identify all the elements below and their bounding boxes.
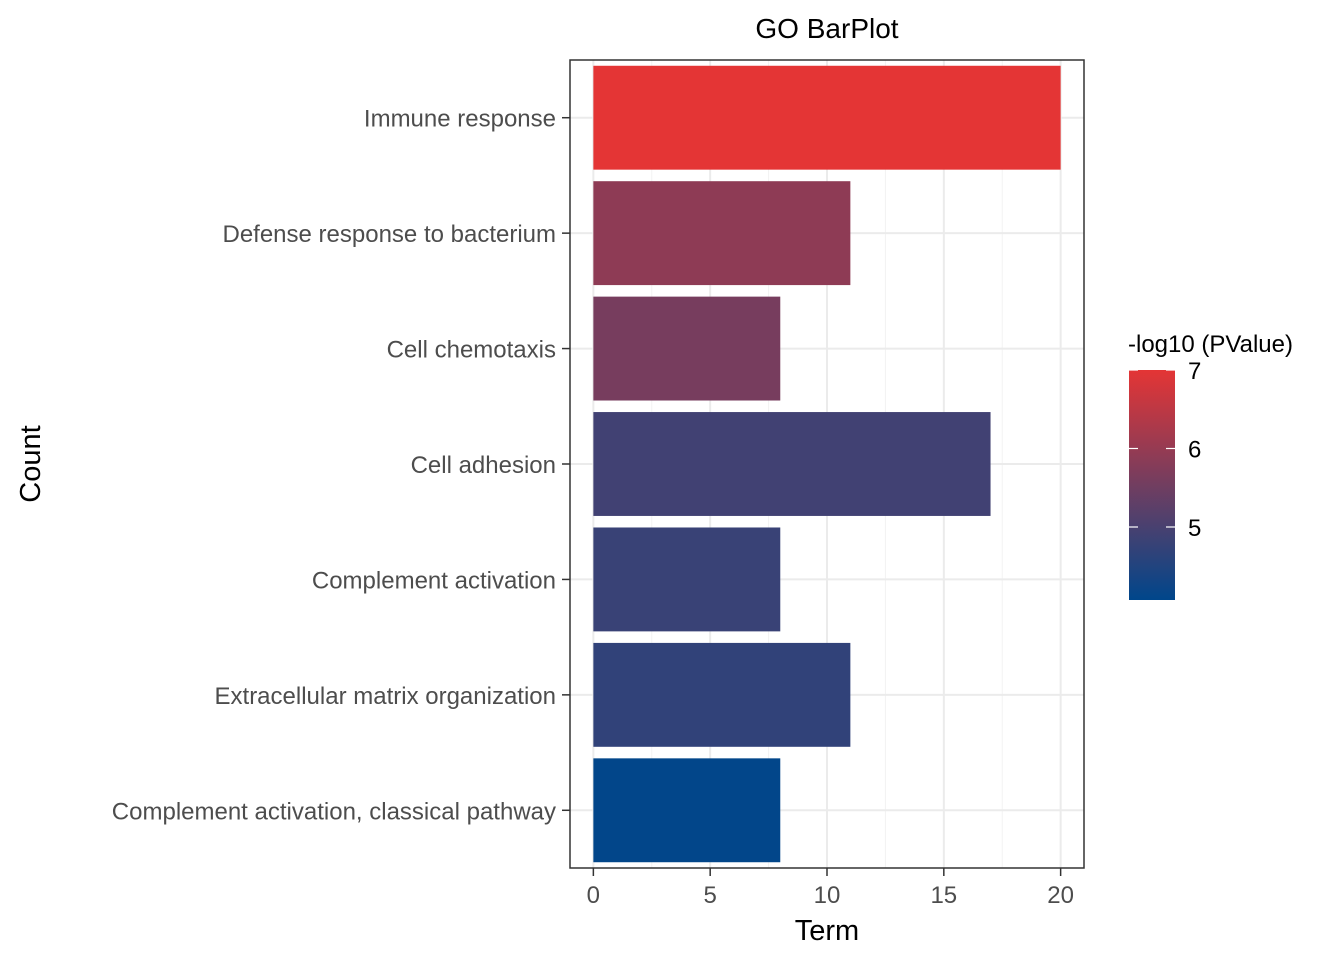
- legend-tick-label: 5: [1188, 515, 1201, 542]
- bar: [593, 65, 1061, 170]
- y-tick-label: Immune response: [364, 106, 556, 133]
- bar: [593, 758, 781, 863]
- x-tick-label: 20: [1047, 882, 1074, 909]
- bar: [593, 642, 851, 747]
- x-tick-label: 15: [930, 882, 957, 909]
- x-axis-label: Term: [795, 915, 859, 947]
- y-tick-label: Defense response to bacterium: [222, 221, 556, 248]
- bar: [593, 181, 851, 286]
- y-tick-label: Cell chemotaxis: [387, 337, 556, 364]
- y-axis-label: Count: [15, 425, 47, 502]
- legend-ticks: 5 6 7: [1129, 358, 1201, 542]
- y-tick-label: Complement activation, classical pathway: [112, 798, 556, 825]
- legend-tick-label: 7: [1188, 358, 1201, 385]
- chart-title: GO BarPlot: [755, 13, 898, 44]
- legend-colorbar: [1129, 370, 1175, 600]
- y-tick-label: Extracellular matrix organization: [215, 683, 556, 710]
- y-axis: Immune response Defense response to bacte…: [112, 106, 570, 825]
- y-tick-label: Complement activation: [312, 567, 556, 594]
- bar: [593, 527, 781, 632]
- bars: [593, 65, 1061, 863]
- bar: [593, 412, 991, 516]
- bar: [593, 296, 781, 401]
- x-tick-label: 5: [704, 882, 717, 909]
- y-tick-label: Cell adhesion: [411, 452, 556, 479]
- x-tick-label: 10: [814, 882, 841, 909]
- x-axis: 0 5 10 15 20: [587, 868, 1074, 909]
- x-tick-label: 0: [587, 882, 600, 909]
- color-legend: -log10 (PValue) 5 6 7: [1128, 331, 1293, 600]
- legend-title: -log10 (PValue): [1128, 331, 1293, 358]
- legend-tick-label: 6: [1188, 436, 1201, 463]
